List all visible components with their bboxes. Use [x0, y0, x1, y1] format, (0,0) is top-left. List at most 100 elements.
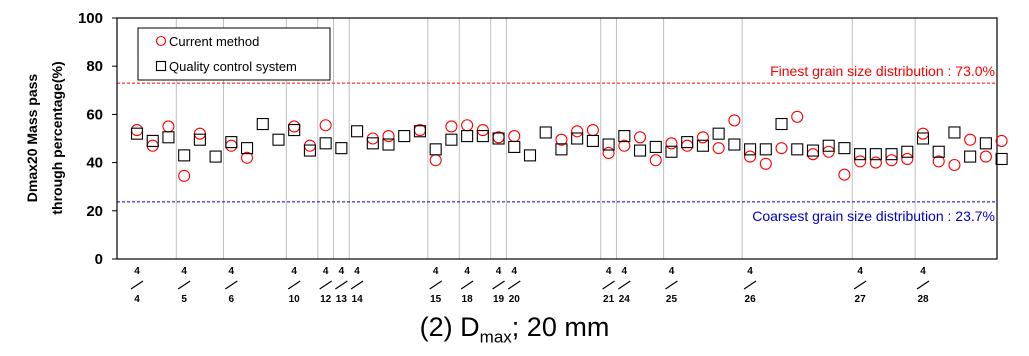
x-group-denominator: 19 [493, 294, 505, 305]
x-group-numerator: 4 [323, 266, 329, 277]
data-point-circle [665, 137, 678, 150]
data-point-circle [461, 119, 474, 132]
reference-line-label: Finest grain size distribution : 73.0% [770, 63, 995, 79]
data-point-square [806, 144, 820, 157]
data-point-circle [382, 130, 395, 143]
data-point-circle [429, 154, 442, 167]
chart-caption: (2) Dmax; 20 mm [0, 312, 1029, 347]
data-point-circle [964, 133, 977, 146]
data-point-square [744, 143, 757, 156]
x-group-fraction-slash [507, 280, 521, 290]
data-point-circle [602, 146, 615, 160]
data-point-circle [586, 124, 599, 137]
x-group-fraction-slash [429, 280, 443, 290]
data-point-circle [146, 139, 159, 152]
data-point-square [995, 152, 1008, 166]
data-point-circle [303, 139, 316, 152]
data-point-square [240, 142, 254, 155]
data-point-square [209, 150, 222, 163]
data-point-circle [555, 133, 568, 146]
x-group-numerator: 4 [291, 266, 297, 277]
data-point-square [633, 144, 647, 157]
x-group-numerator: 4 [622, 266, 628, 277]
data-point-circle [775, 142, 788, 155]
legend-label: Current method [169, 34, 259, 49]
x-group-denominator: 25 [666, 294, 678, 305]
data-point-circle [288, 120, 301, 133]
data-point-square [193, 133, 206, 146]
data-point-square [445, 133, 458, 146]
data-point-square [130, 127, 144, 140]
data-point-square [162, 131, 175, 144]
data-point-circle [901, 152, 914, 166]
data-point-square [288, 124, 301, 137]
data-point-circle [932, 155, 945, 168]
x-group-fraction-slash [287, 280, 301, 290]
data-point-circle [791, 110, 804, 123]
data-point-square [272, 133, 285, 146]
reference-lines: Finest grain size distribution : 73.0% Co… [117, 63, 997, 224]
x-group-fraction-slash [130, 280, 144, 290]
data-point-square [539, 126, 552, 139]
data-point-circle [979, 150, 992, 163]
data-point-square [696, 139, 709, 152]
data-point-square [146, 134, 159, 147]
reference-line-label: Coarsest grain size distribution : 23.7% [752, 208, 995, 224]
data-point-square [618, 130, 631, 143]
data-point-square [413, 125, 427, 138]
data-point-circle [130, 124, 144, 137]
data-point-square [382, 138, 395, 151]
x-group-denominator: 18 [462, 294, 474, 305]
data-point-square [964, 150, 977, 163]
x-group-fraction-slash [319, 280, 332, 290]
data-point-square [571, 132, 584, 145]
data-point-circle [712, 142, 725, 155]
data-point-square [555, 143, 568, 156]
data-point-square [351, 125, 364, 138]
y-tick-label: 80 [86, 58, 103, 75]
data-point-square [335, 142, 348, 155]
x-group-numerator: 4 [339, 266, 345, 277]
data-point-square [932, 145, 945, 158]
data-point-square [885, 148, 898, 161]
data-point-square [901, 145, 914, 158]
data-point-square [586, 134, 599, 147]
data-point-square [854, 148, 867, 161]
x-group-fraction-slash [492, 280, 505, 290]
x-group-numerator: 4 [181, 266, 187, 277]
data-point-square [523, 149, 537, 162]
x-group-fraction-slash [665, 280, 678, 290]
data-point-circle [995, 134, 1008, 147]
data-point-circle [225, 139, 238, 152]
data-point-circle [445, 120, 458, 133]
legend-marker-square [155, 60, 167, 72]
data-point-square [429, 143, 442, 156]
x-group-denominator: 14 [352, 294, 364, 305]
legend-marker-circle [155, 35, 167, 47]
data-point-circle [854, 155, 867, 168]
data-point-square [681, 136, 694, 149]
x-group-numerator: 4 [229, 266, 235, 277]
x-group-denominator: 12 [320, 294, 332, 305]
data-points [130, 110, 1008, 182]
y-tick-label: 20 [86, 203, 103, 220]
data-point-square [508, 140, 521, 153]
data-point-circle [759, 157, 772, 170]
data-point-circle [178, 169, 191, 182]
data-point-square [869, 148, 882, 161]
data-point-square [303, 144, 316, 157]
x-group-numerator: 4 [433, 266, 439, 277]
x-group-fraction-slash [602, 280, 615, 290]
data-point-square [461, 130, 474, 143]
data-point-square [948, 126, 961, 139]
data-point-circle [681, 139, 694, 152]
data-point-square [838, 142, 851, 155]
data-point-circle [948, 158, 961, 172]
x-group-numerator: 4 [354, 266, 360, 277]
x-group-fraction-slash [853, 280, 867, 290]
legend-label: Quality control system [169, 59, 297, 74]
data-point-circle [806, 148, 820, 161]
data-point-square [602, 138, 615, 151]
data-point-circle [649, 154, 662, 167]
scatter-chart: Finest grain size distribution : 73.0% Co… [24, 10, 1008, 305]
